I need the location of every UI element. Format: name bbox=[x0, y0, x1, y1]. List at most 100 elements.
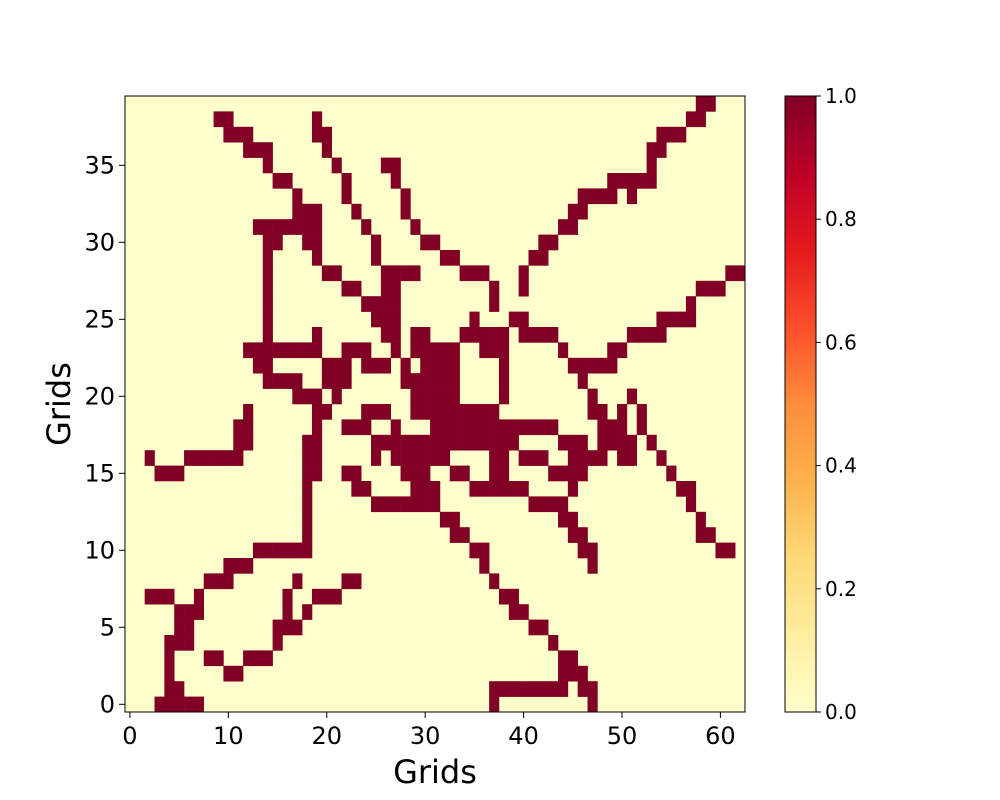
heatmap-cell bbox=[371, 296, 382, 312]
heatmap-cell bbox=[587, 681, 598, 697]
heatmap-cell bbox=[439, 434, 451, 451]
heatmap-cell bbox=[380, 296, 392, 312]
heatmap-cell bbox=[380, 311, 392, 328]
heatmap-cell bbox=[164, 635, 175, 651]
heatmap-cell bbox=[508, 588, 519, 605]
heatmap-cell bbox=[361, 419, 372, 436]
heatmap-cell bbox=[498, 419, 510, 436]
heatmap-cell bbox=[420, 481, 431, 497]
heatmap-cell bbox=[390, 173, 401, 189]
heatmap-cell bbox=[430, 388, 441, 405]
heatmap-cell bbox=[154, 696, 165, 713]
heatmap-cell bbox=[400, 465, 411, 482]
heatmap-cell bbox=[233, 419, 244, 436]
heatmap-cell bbox=[420, 373, 431, 389]
heatmap-cell bbox=[371, 450, 382, 466]
heatmap-cell bbox=[292, 619, 303, 636]
heatmap-cell bbox=[695, 280, 706, 297]
heatmap-cell bbox=[302, 604, 313, 620]
heatmap-cell bbox=[262, 542, 273, 559]
heatmap-cell bbox=[233, 665, 244, 682]
heatmap-cell bbox=[695, 511, 706, 528]
heatmap-cell bbox=[380, 327, 392, 343]
heatmap-cell bbox=[449, 434, 460, 451]
heatmap-cell bbox=[321, 373, 332, 389]
heatmap-cell bbox=[538, 234, 549, 251]
heatmap-cell bbox=[449, 373, 460, 389]
heatmap-cell bbox=[390, 280, 401, 297]
heatmap-cell bbox=[617, 434, 628, 451]
heatmap-cell bbox=[410, 434, 421, 451]
heatmap-cell bbox=[449, 511, 460, 528]
heatmap-cell bbox=[351, 203, 362, 220]
heatmap-cell bbox=[508, 681, 519, 697]
heatmap-cell bbox=[420, 234, 431, 251]
heatmap-cell bbox=[558, 665, 569, 682]
heatmap-cell bbox=[292, 573, 303, 590]
heatmap-cell bbox=[311, 234, 323, 251]
heatmap-cell bbox=[479, 542, 490, 559]
heatmap-cell bbox=[331, 157, 342, 174]
heatmap-cell bbox=[538, 496, 549, 513]
heatmap-cell bbox=[498, 373, 510, 389]
heatmap-cell bbox=[735, 265, 746, 282]
heatmap-cell bbox=[164, 681, 175, 697]
heatmap-cell bbox=[439, 511, 451, 528]
x-tick-label: 50 bbox=[607, 722, 638, 750]
heatmap-cell bbox=[174, 465, 185, 482]
heatmap-cell bbox=[489, 296, 500, 312]
heatmap-cell bbox=[430, 404, 441, 420]
heatmap-cell bbox=[321, 126, 332, 143]
heatmap-cell bbox=[597, 450, 608, 466]
heatmap-cell bbox=[498, 465, 510, 482]
heatmap-cell bbox=[508, 604, 519, 620]
heatmap-cell bbox=[489, 573, 500, 590]
heatmap-cell bbox=[548, 465, 559, 482]
heatmap-cell bbox=[302, 496, 313, 513]
heatmap-cell bbox=[577, 465, 588, 482]
heatmap-cell bbox=[203, 573, 214, 590]
heatmap-cell bbox=[469, 404, 480, 420]
heatmap-cell bbox=[272, 173, 283, 189]
heatmap-cell bbox=[498, 481, 510, 497]
x-tick-label: 20 bbox=[311, 722, 342, 750]
heatmap-cell bbox=[558, 511, 569, 528]
heatmap-cell bbox=[262, 327, 273, 343]
heatmap-cell bbox=[528, 496, 539, 513]
heatmap-cell bbox=[223, 573, 234, 590]
heatmap-cell bbox=[538, 419, 549, 436]
colorbar-tick-label: 0.6 bbox=[825, 330, 857, 354]
heatmap-cell bbox=[498, 681, 510, 697]
heatmap-cell bbox=[607, 357, 618, 374]
heatmap-cell bbox=[174, 635, 185, 651]
heatmap-cell bbox=[489, 681, 500, 697]
heatmap-cell bbox=[341, 373, 352, 389]
heatmap-cell bbox=[302, 219, 313, 235]
heatmap-cell bbox=[144, 450, 155, 466]
heatmap-cell bbox=[508, 434, 519, 451]
heatmap-cell bbox=[262, 650, 273, 667]
heatmap-cell bbox=[203, 450, 214, 466]
heatmap-cell bbox=[282, 342, 293, 359]
heatmap-cell bbox=[498, 327, 510, 343]
heatmap-cell bbox=[439, 373, 451, 389]
heatmap-cell bbox=[676, 481, 687, 497]
heatmap-cell bbox=[597, 188, 608, 205]
heatmap-cell bbox=[351, 573, 362, 590]
heatmap-cell bbox=[498, 388, 510, 405]
x-tick-label: 30 bbox=[410, 722, 441, 750]
heatmap-cell bbox=[439, 419, 451, 436]
heatmap-cell bbox=[646, 434, 657, 451]
heatmap-cell bbox=[243, 142, 254, 158]
heatmap-cell bbox=[311, 342, 323, 359]
heatmap-cell bbox=[272, 619, 283, 636]
heatmap-cell bbox=[292, 388, 303, 405]
heatmap-cell bbox=[292, 203, 303, 220]
heatmap-cell bbox=[528, 450, 539, 466]
heatmap-cell bbox=[154, 588, 165, 605]
y-tick-label: 15 bbox=[84, 459, 115, 487]
heatmap-cell bbox=[272, 234, 283, 251]
heatmap-cell bbox=[262, 265, 273, 282]
heatmap-cell bbox=[518, 681, 529, 697]
heatmap-cell bbox=[489, 280, 500, 297]
